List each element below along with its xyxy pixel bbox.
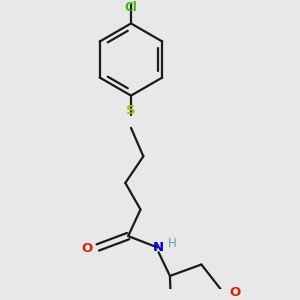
Text: O: O bbox=[230, 286, 241, 299]
Text: N: N bbox=[153, 241, 164, 254]
Text: Cl: Cl bbox=[124, 1, 137, 14]
Text: S: S bbox=[126, 104, 136, 117]
Text: H: H bbox=[167, 237, 176, 250]
Text: O: O bbox=[82, 242, 93, 255]
